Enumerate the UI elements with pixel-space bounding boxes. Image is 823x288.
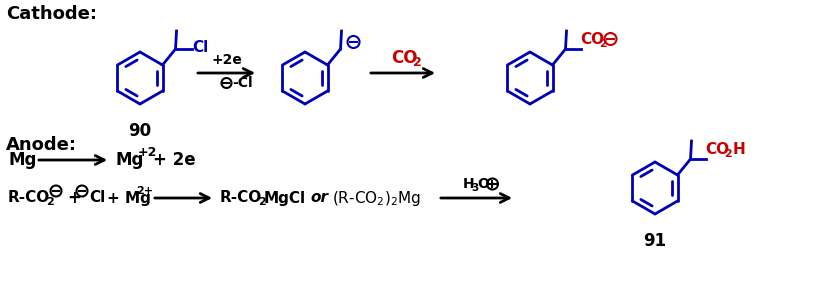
Text: 2: 2	[599, 39, 607, 49]
Text: H: H	[463, 177, 474, 191]
Text: + Mg: + Mg	[107, 190, 151, 206]
Text: 3: 3	[472, 183, 479, 193]
Text: +2e: +2e	[211, 53, 242, 67]
Text: CO: CO	[705, 142, 730, 157]
Text: 2: 2	[46, 197, 53, 207]
Text: or: or	[310, 190, 328, 206]
Text: -Cl: -Cl	[233, 76, 253, 90]
Text: 2: 2	[413, 56, 421, 69]
Text: 91: 91	[644, 232, 667, 250]
Text: H: H	[732, 142, 746, 157]
Text: R-CO: R-CO	[8, 190, 50, 206]
Text: +2: +2	[138, 147, 157, 160]
Text: Anode:: Anode:	[6, 136, 77, 154]
Text: R-CO: R-CO	[220, 190, 263, 206]
Text: CO: CO	[580, 32, 605, 47]
Text: Cl: Cl	[89, 190, 105, 206]
Text: 90: 90	[128, 122, 151, 140]
Text: CO: CO	[391, 49, 417, 67]
Text: + 2e: + 2e	[153, 151, 196, 169]
Text: 2: 2	[258, 197, 266, 207]
Text: MgCl: MgCl	[264, 190, 306, 206]
Text: Cl: Cl	[193, 41, 209, 56]
Text: Mg: Mg	[8, 151, 36, 169]
Text: O: O	[477, 177, 490, 191]
Text: +: +	[67, 189, 81, 207]
Text: Mg: Mg	[116, 151, 144, 169]
Text: $\left(\mathrm{R\text{-}CO}_2\right)_2\mathrm{Mg}$: $\left(\mathrm{R\text{-}CO}_2\right)_2\m…	[332, 189, 421, 207]
Text: 2: 2	[724, 149, 732, 159]
Text: 2+: 2+	[136, 186, 153, 196]
Text: Cathode:: Cathode:	[6, 5, 97, 23]
